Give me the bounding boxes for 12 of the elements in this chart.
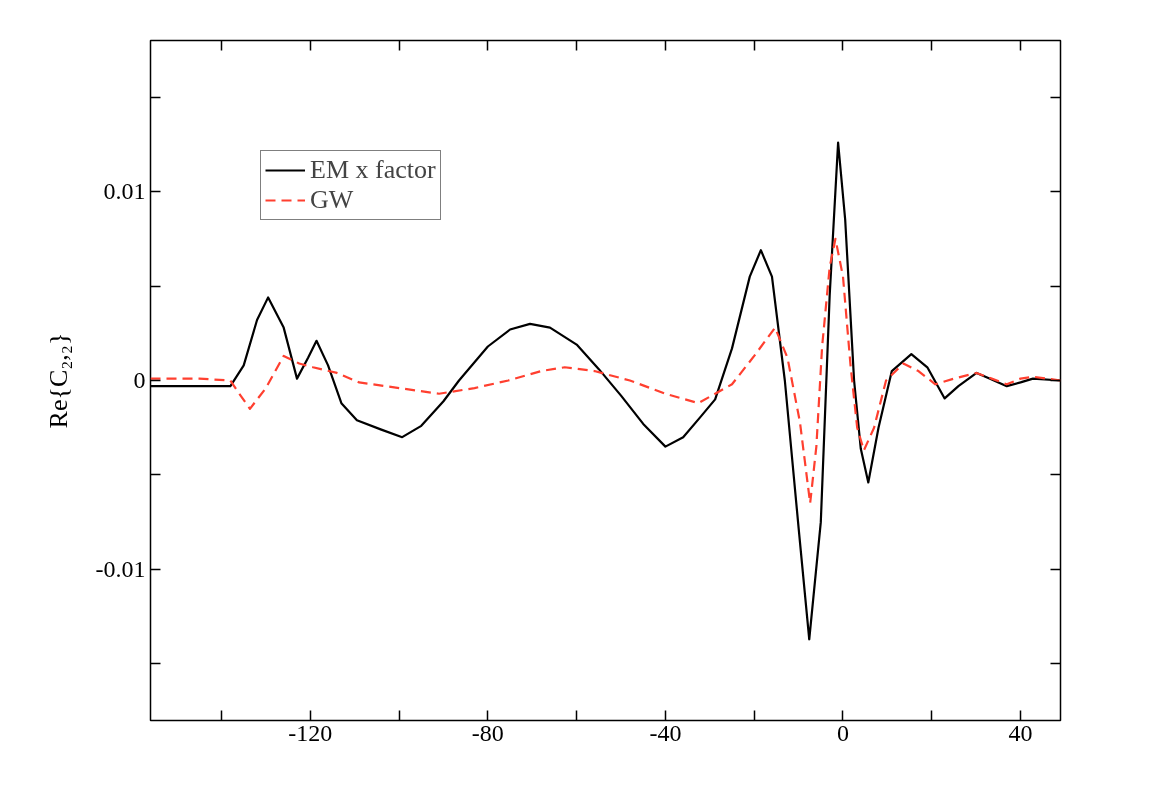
y-tick-label: 0: [133, 367, 146, 393]
y-tick-label: -0.01: [95, 555, 146, 582]
x-tick-label: -120: [288, 719, 333, 746]
legend-label: GW: [310, 185, 354, 215]
x-tick-label: 40: [1008, 719, 1033, 746]
y-axis-title: Re{C₂,₂}: [43, 332, 73, 429]
line-series: [150, 237, 1061, 505]
x-tick-label: 0: [836, 719, 849, 746]
x-tick-label: -40: [649, 719, 682, 746]
y-tick-label: 0.01: [103, 178, 146, 205]
legend-label: EM x factor: [310, 155, 436, 185]
x-tick-label: -80: [471, 719, 504, 746]
